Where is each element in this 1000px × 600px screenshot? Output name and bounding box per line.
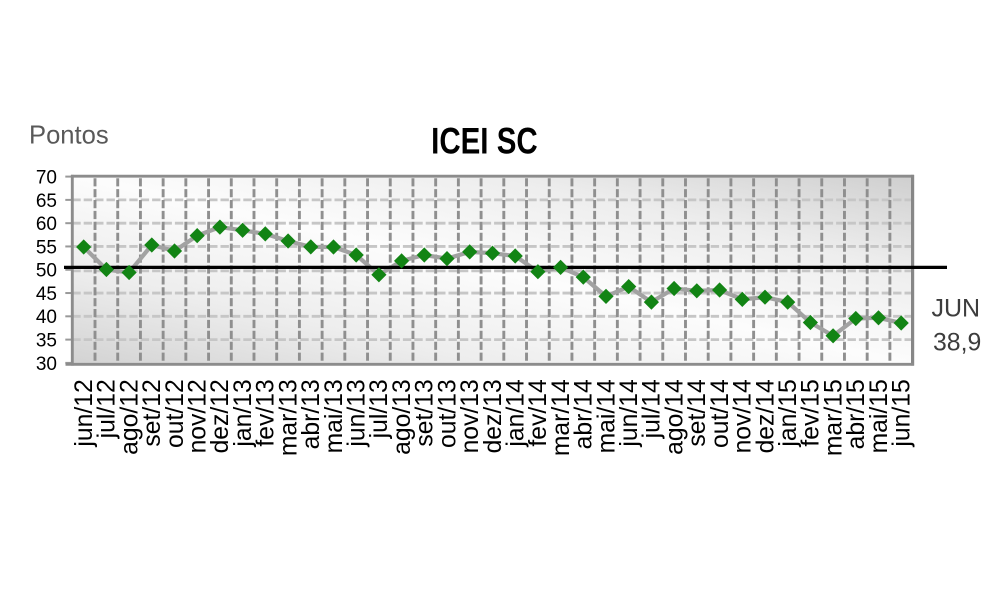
svg-text:30: 30 [36,354,57,375]
svg-text:abr/14: abr/14 [571,379,598,449]
svg-text:Pontos: Pontos [29,122,109,150]
svg-text:dez/13: dez/13 [480,379,507,453]
svg-text:nov/12: nov/12 [185,379,212,453]
svg-text:55: 55 [36,237,57,258]
svg-text:70: 70 [36,168,57,189]
svg-text:jul/12: jul/12 [94,379,121,439]
svg-text:jun/15: jun/15 [889,379,916,447]
svg-text:mai/13: mai/13 [321,379,348,453]
svg-text:dez/14: dez/14 [752,379,779,453]
svg-text:set/12: set/12 [139,379,166,446]
svg-text:abr/13: abr/13 [298,379,325,449]
svg-text:out/12: out/12 [162,379,189,448]
svg-text:abr/15: abr/15 [843,379,870,449]
svg-text:jan/13: jan/13 [230,379,257,447]
svg-text:ago/13: ago/13 [389,379,416,455]
svg-text:jun/14: jun/14 [616,379,643,447]
svg-text:ago/12: ago/12 [116,379,143,455]
svg-text:mar/14: mar/14 [548,379,575,456]
svg-text:jul/14: jul/14 [639,379,666,439]
svg-text:fev/14: fev/14 [525,379,552,446]
svg-text:mai/14: mai/14 [593,379,620,453]
svg-text:jun/12: jun/12 [71,379,98,447]
svg-text:50: 50 [36,261,57,282]
svg-text:dez/12: dez/12 [207,379,234,453]
svg-text:jul/13: jul/13 [366,379,393,439]
svg-text:40: 40 [36,307,57,328]
svg-text:mar/13: mar/13 [275,379,302,456]
svg-text:out/13: out/13 [434,379,461,448]
svg-text:set/14: set/14 [684,379,711,446]
svg-text:38,9: 38,9 [933,329,981,356]
svg-text:mai/15: mai/15 [866,379,893,453]
svg-text:nov/14: nov/14 [730,379,757,453]
svg-text:jan/14: jan/14 [503,379,530,447]
svg-text:fev/13: fev/13 [253,379,280,446]
svg-text:out/14: out/14 [707,379,734,448]
svg-text:jan/15: jan/15 [775,379,802,447]
svg-text:fev/15: fev/15 [798,379,825,446]
svg-text:60: 60 [36,214,57,235]
svg-text:set/13: set/13 [412,379,439,446]
svg-text:ago/14: ago/14 [661,379,688,455]
svg-text:mar/15: mar/15 [820,379,847,456]
svg-text:JUN: JUN [932,295,981,323]
svg-text:ICEI SC: ICEI SC [431,122,537,163]
svg-text:jun/13: jun/13 [344,379,371,447]
svg-text:45: 45 [36,284,57,305]
svg-text:nov/13: nov/13 [457,379,484,453]
svg-text:65: 65 [36,191,57,212]
svg-text:35: 35 [36,331,57,352]
